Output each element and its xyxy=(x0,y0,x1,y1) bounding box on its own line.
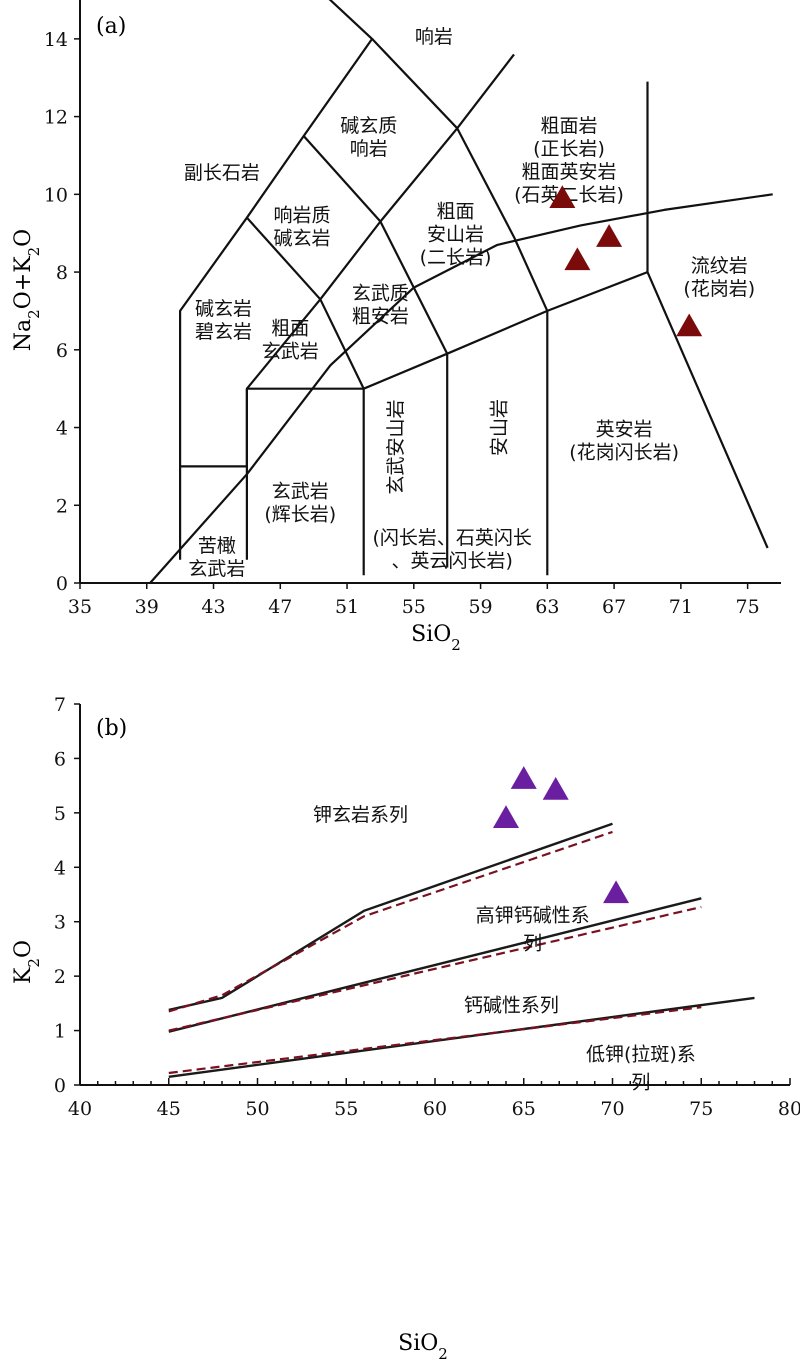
boundary-dashed-3 xyxy=(168,1006,702,1075)
panel-a-label: (a) xyxy=(96,14,126,39)
x-tick-label: 59 xyxy=(468,596,492,618)
x-tick-label: 40 xyxy=(68,1098,92,1120)
y-tick-label: 2 xyxy=(56,495,68,517)
x-tick-label: 71 xyxy=(669,596,693,618)
boundary-solid-2 xyxy=(168,897,702,1033)
x-tick-label: 43 xyxy=(201,596,225,618)
tas-boundary-line xyxy=(179,0,374,560)
tas-field-boundaries xyxy=(149,0,773,584)
y-tick-label: 0 xyxy=(56,573,68,595)
x-tick-label: 51 xyxy=(335,596,359,618)
panel-b-x-label: SiO2 xyxy=(398,1331,448,1362)
series-label-low-k: 低钾(拉斑)系列 xyxy=(586,1044,696,1094)
x-tick-label: 45 xyxy=(157,1098,181,1120)
field-label-trachyte: 粗面岩(正长岩)粗面英安岩(石英二长岩) xyxy=(514,115,624,206)
panel-a-y-label: Na2O+K2O xyxy=(11,229,43,351)
series-label-high-k: 高钾钙碱性系列 xyxy=(476,905,590,955)
y-tick-label: 4 xyxy=(56,418,68,440)
y-tick-label: 14 xyxy=(44,29,68,51)
tas-boundary-line xyxy=(363,271,769,549)
field-label-foidite: 副长石岩 xyxy=(184,162,260,184)
sample-triangle xyxy=(603,880,630,904)
y-tick-label: 7 xyxy=(54,694,66,716)
y-tick-label: 3 xyxy=(54,912,66,934)
x-tick-label: 70 xyxy=(600,1098,624,1120)
x-tick-label: 63 xyxy=(535,596,559,618)
field-label-tephriphonolite: 响岩质碱玄岩 xyxy=(273,205,330,250)
field-label-rhyolite-top: 响岩 xyxy=(415,26,453,48)
y-tick-label: 1 xyxy=(54,1021,66,1043)
y-tick-label: 6 xyxy=(56,340,68,362)
field-label-basalt: 玄武岩(辉长岩) xyxy=(264,480,336,525)
field-label-dacite: 英安岩(花岗闪长岩) xyxy=(569,418,679,463)
panel-a-x-label: SiO2 xyxy=(411,622,461,654)
y-tick-label: 6 xyxy=(54,748,66,770)
field-label-diorite: (闪长岩、石英闪长、英云闪长岩) xyxy=(372,527,531,572)
x-tick-label: 67 xyxy=(602,596,626,618)
field-label-phonolite-basanite: 碱玄质响岩 xyxy=(340,115,397,160)
field-label-tephrite: 碱玄岩碧玄岩 xyxy=(195,298,252,343)
tas-boundary-line xyxy=(246,216,365,390)
series-label-calc-alkaline: 钙碱性系列 xyxy=(464,995,559,1017)
y-tick-label: 0 xyxy=(54,1075,66,1097)
x-tick-label: 55 xyxy=(334,1098,358,1120)
field-label-picrobasalt: 苦橄玄武岩 xyxy=(188,535,245,580)
field-label-trachyandesite: 粗面安山岩(二长岩) xyxy=(420,201,492,269)
y-tick-label: 5 xyxy=(54,803,66,825)
x-tick-label: 80 xyxy=(778,1098,800,1120)
sample-triangle xyxy=(676,313,703,337)
y-tick-label: 8 xyxy=(56,262,68,284)
x-tick-label: 39 xyxy=(135,596,159,618)
x-tick-label: 75 xyxy=(736,596,760,618)
tas-boundary-line xyxy=(149,193,773,584)
panel-a-ticks: 35 39 43 47 51 55 59 63 67 71 75 0 2 4 6 8 10 12 14 xyxy=(44,29,760,618)
field-label-rhyolite: 流纹岩(花岗岩) xyxy=(683,255,755,300)
sample-triangle xyxy=(493,805,519,829)
tas-boundary-line xyxy=(246,127,459,390)
x-tick-label: 65 xyxy=(512,1098,536,1120)
sample-triangle xyxy=(596,224,623,247)
sample-triangle xyxy=(564,247,591,271)
panel-b-label: (b) xyxy=(96,716,127,741)
field-label-basaltic-andesite-text: 玄武安山岩 xyxy=(385,399,407,494)
sample-triangle xyxy=(549,185,576,208)
field-label-andesite-text: 安山岩 xyxy=(489,399,511,456)
field-label-basaltic-trachyandesite: 玄武质粗安岩 xyxy=(352,282,409,327)
tas-boundary-line xyxy=(456,127,549,312)
y-tick-label: 2 xyxy=(54,966,66,988)
panel-a: (a) 35 39 43 47 51 55 59 63 67 71 75 0 2 4 6 8 10 12 14 响岩… xyxy=(11,0,781,654)
panel-b-y-label: K2O xyxy=(11,940,43,984)
panel-b-sample-points xyxy=(493,766,630,904)
y-tick-label: 12 xyxy=(44,107,68,129)
k2o-series-boundaries xyxy=(168,822,755,1078)
series-label-shoshonite: 钾玄岩系列 xyxy=(313,804,408,826)
panel-a-sample-points xyxy=(549,185,703,337)
field-label-trachybasalt: 粗面玄武岩 xyxy=(262,317,319,362)
x-tick-label: 47 xyxy=(268,596,292,618)
sample-triangle xyxy=(510,766,537,789)
boundary-solid-1 xyxy=(168,822,613,1012)
x-tick-label: 35 xyxy=(68,596,92,618)
tas-boundary-line xyxy=(302,135,449,355)
x-tick-label: 60 xyxy=(423,1098,447,1120)
sample-triangle xyxy=(542,776,569,800)
y-tick-label: 10 xyxy=(44,184,68,206)
x-tick-label: 75 xyxy=(689,1098,713,1120)
x-tick-label: 55 xyxy=(402,596,426,618)
x-tick-label: 50 xyxy=(245,1098,269,1120)
boundary-dashed-2 xyxy=(168,905,702,1032)
y-tick-label: 4 xyxy=(54,857,66,879)
